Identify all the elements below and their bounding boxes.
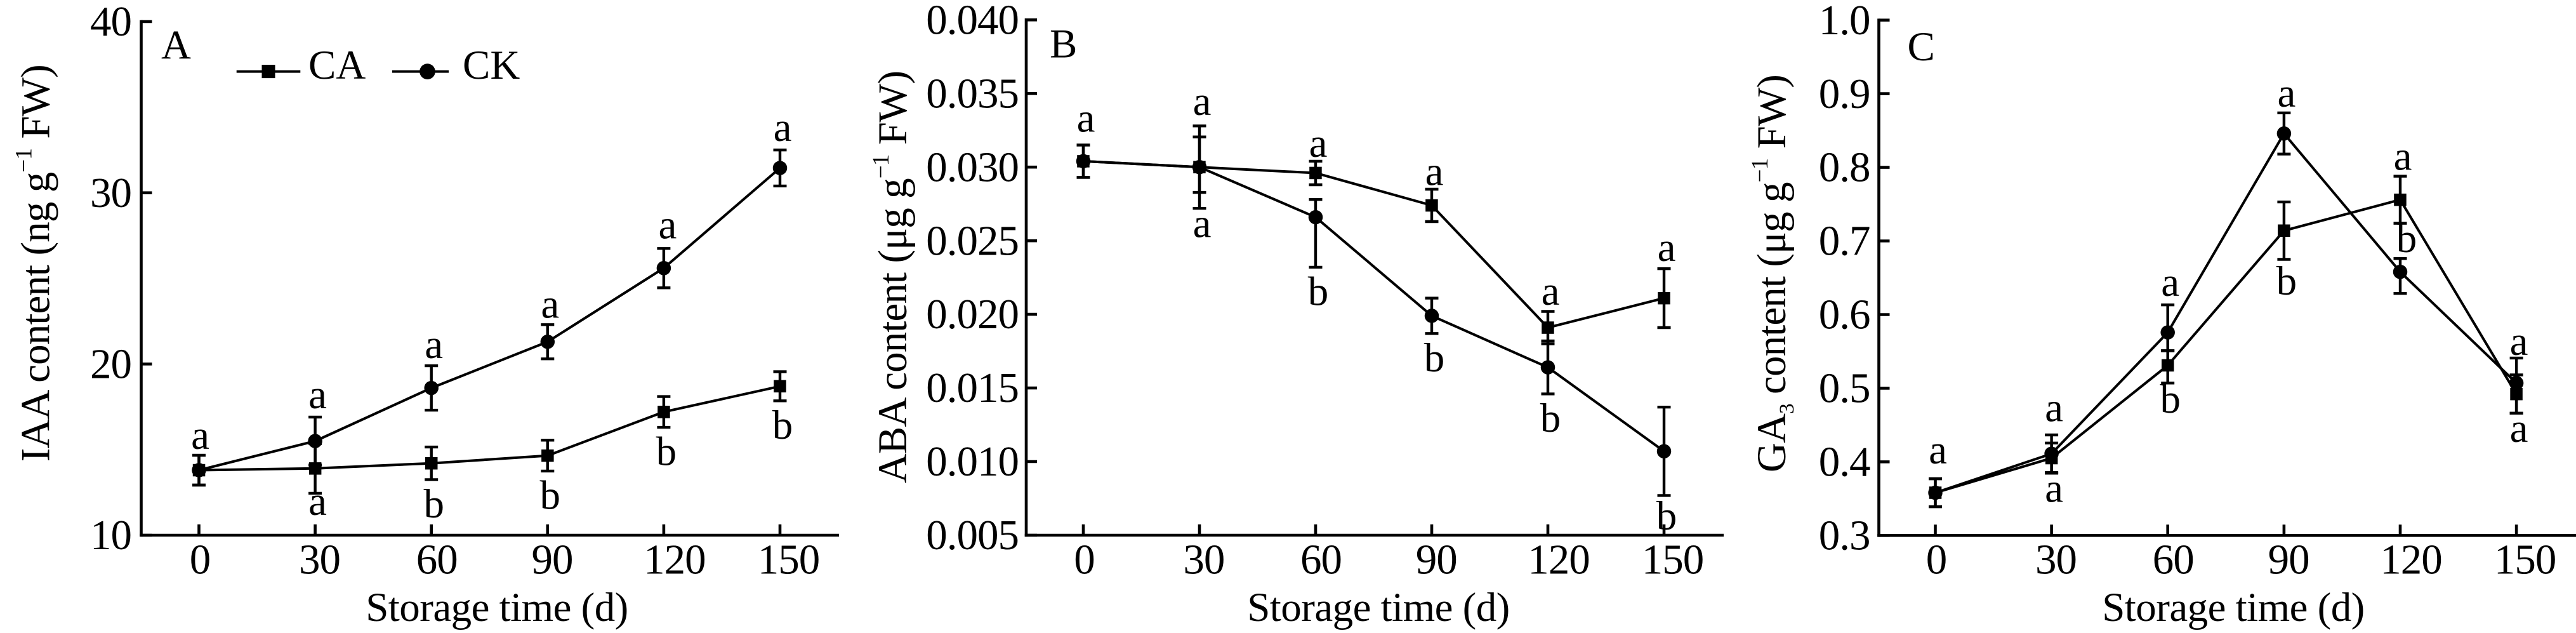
svg-text:b: b (1308, 269, 1329, 314)
svg-text:b: b (772, 403, 793, 448)
svg-text:120: 120 (1528, 536, 1590, 583)
svg-text:CA: CA (308, 43, 366, 88)
svg-text:0.9: 0.9 (1819, 70, 1870, 117)
svg-text:0.8: 0.8 (1819, 144, 1870, 191)
svg-text:IAA content (ng g−1 FW): IAA content (ng g−1 FW) (11, 65, 59, 462)
svg-text:a: a (1929, 427, 1947, 473)
svg-text:0.3: 0.3 (1819, 512, 1870, 559)
svg-text:CK: CK (463, 43, 520, 88)
svg-text:0.040: 0.040 (926, 0, 1019, 43)
svg-text:150: 150 (2494, 536, 2556, 583)
svg-text:0.035: 0.035 (926, 70, 1019, 117)
svg-text:a: a (2045, 466, 2063, 512)
svg-text:10: 10 (90, 512, 131, 559)
svg-text:1.0: 1.0 (1819, 0, 1870, 44)
svg-text:Storage time (d): Storage time (d) (366, 585, 628, 630)
svg-text:b: b (1424, 335, 1445, 381)
svg-text:a: a (425, 322, 443, 368)
svg-text:0: 0 (1926, 536, 1947, 583)
svg-text:a: a (191, 413, 209, 458)
svg-text:90: 90 (2268, 536, 2309, 583)
svg-text:a: a (1193, 79, 1212, 124)
svg-text:a: a (1077, 95, 1095, 141)
svg-text:20: 20 (90, 340, 131, 387)
svg-text:0.010: 0.010 (926, 438, 1019, 485)
svg-text:b: b (1656, 493, 1677, 539)
svg-text:a: a (1542, 269, 1560, 314)
svg-text:30: 30 (2035, 536, 2077, 583)
svg-text:150: 150 (758, 536, 820, 583)
svg-text:0.5: 0.5 (1819, 365, 1870, 412)
svg-text:a: a (1309, 121, 1328, 166)
svg-text:A: A (161, 23, 191, 69)
svg-text:a: a (2045, 385, 2063, 431)
svg-text:b: b (2160, 376, 2181, 422)
svg-text:0.7: 0.7 (1819, 218, 1870, 265)
svg-text:a: a (1658, 225, 1676, 270)
svg-text:0.030: 0.030 (926, 143, 1019, 190)
svg-text:0.020: 0.020 (926, 291, 1019, 338)
svg-text:30: 30 (299, 536, 340, 583)
svg-text:120: 120 (644, 536, 706, 583)
svg-text:ABA content (μg g−1 FW): ABA content (μg g−1 FW) (868, 71, 916, 483)
svg-text:0.005: 0.005 (926, 512, 1019, 559)
svg-text:0: 0 (190, 536, 211, 583)
svg-text:a: a (2510, 319, 2528, 364)
svg-text:0: 0 (1074, 536, 1095, 583)
svg-text:a: a (308, 372, 327, 418)
svg-text:0.4: 0.4 (1819, 439, 1870, 486)
svg-text:a: a (1193, 201, 1212, 246)
svg-text:a: a (2277, 70, 2295, 116)
svg-text:a: a (308, 479, 327, 524)
svg-text:0.015: 0.015 (926, 364, 1019, 411)
svg-text:150: 150 (1642, 536, 1704, 583)
svg-text:b: b (423, 481, 444, 527)
svg-text:B: B (1050, 22, 1077, 67)
svg-text:a: a (2161, 260, 2179, 305)
svg-text:a: a (2394, 134, 2412, 180)
svg-text:a: a (2510, 406, 2528, 451)
svg-text:120: 120 (2380, 536, 2442, 583)
svg-text:90: 90 (532, 536, 573, 583)
svg-text:a: a (1425, 149, 1444, 195)
svg-text:a: a (541, 281, 559, 327)
svg-text:b: b (540, 472, 561, 518)
svg-text:0.025: 0.025 (926, 217, 1019, 264)
svg-text:60: 60 (1300, 536, 1342, 583)
svg-text:Storage time (d): Storage time (d) (1247, 585, 1510, 630)
svg-text:C: C (1908, 24, 1935, 70)
svg-text:0.6: 0.6 (1819, 291, 1870, 338)
svg-text:b: b (1540, 396, 1561, 441)
svg-text:a: a (658, 202, 677, 248)
svg-text:a: a (774, 105, 792, 150)
svg-text:40: 40 (90, 0, 131, 45)
svg-text:30: 30 (90, 170, 131, 217)
svg-text:b: b (656, 429, 677, 475)
svg-text:Storage time (d): Storage time (d) (2102, 585, 2365, 630)
svg-text:60: 60 (416, 536, 458, 583)
svg-text:90: 90 (1416, 536, 1457, 583)
svg-text:b: b (2276, 258, 2297, 304)
svg-text:60: 60 (2153, 536, 2194, 583)
svg-text:30: 30 (1183, 536, 1224, 583)
svg-text:b: b (2396, 216, 2417, 262)
